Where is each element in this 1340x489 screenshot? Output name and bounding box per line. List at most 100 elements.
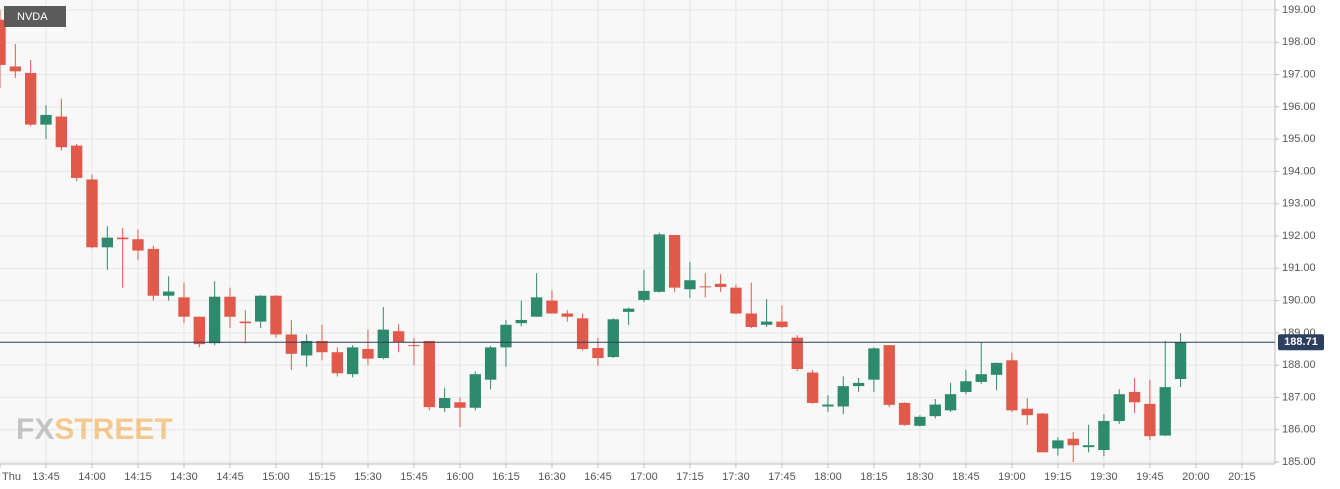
y-tick-label: 191.00: [1282, 262, 1316, 274]
candle-body: [9, 66, 22, 72]
candle-body: [1036, 413, 1049, 453]
candle-body: [1174, 342, 1187, 380]
candle-body: [714, 283, 727, 288]
watermark-street: STREET: [54, 413, 172, 446]
x-tick-label: 14:15: [124, 471, 152, 483]
candle-body: [561, 313, 573, 317]
y-tick-label: 187.00: [1282, 391, 1316, 403]
candle-body: [346, 347, 359, 375]
candle-body: [592, 348, 604, 359]
candle-body: [1098, 420, 1110, 451]
candle-body: [776, 321, 788, 328]
y-tick-label: 186.00: [1282, 424, 1316, 436]
candle-body: [377, 329, 389, 359]
last-price-label: 188.71: [1284, 336, 1318, 348]
candle-body: [668, 235, 681, 288]
candle-body: [1082, 445, 1095, 448]
x-tick-label: 17:30: [722, 471, 750, 483]
x-tick-label: 16:15: [492, 471, 520, 483]
x-tick-label: 20:15: [1228, 471, 1256, 483]
x-tick-label: Thu: [2, 471, 21, 483]
y-tick-label: 198.00: [1282, 36, 1316, 48]
y-tick-label: 185.00: [1282, 456, 1316, 468]
candle-body: [316, 340, 328, 353]
candle-body: [622, 308, 635, 312]
x-tick-label: 18:45: [952, 471, 980, 483]
candle-body: [469, 374, 481, 408]
candle-body: [40, 114, 52, 125]
candle-body: [730, 287, 742, 314]
candle-body: [975, 374, 987, 382]
candle-body: [224, 296, 236, 317]
candle-body: [484, 347, 497, 380]
candle-body: [929, 404, 941, 417]
watermark-fx: FX: [16, 413, 54, 446]
candle-body: [576, 318, 589, 349]
x-tick-label: 14:45: [216, 471, 244, 483]
candle-body: [806, 372, 819, 403]
candle-body: [745, 313, 757, 328]
y-tick-label: 195.00: [1282, 133, 1316, 145]
y-tick-label: 194.00: [1282, 165, 1316, 177]
candle-body: [55, 116, 68, 148]
candle-body: [1052, 440, 1064, 449]
candle-body: [960, 381, 972, 392]
x-tick-label: 19:45: [1136, 471, 1164, 483]
candle-body: [70, 145, 83, 178]
x-tick-label: 17:15: [676, 471, 704, 483]
candle-body: [239, 321, 251, 324]
candles: [0, 10, 1187, 462]
candle-body: [822, 404, 834, 407]
x-tick-label: 16:45: [584, 471, 612, 483]
x-tick-label: 15:00: [262, 471, 290, 483]
candle-body: [684, 280, 696, 290]
x-tick-label: 19:30: [1090, 471, 1118, 483]
x-tick-label: 16:30: [538, 471, 566, 483]
candle-body: [837, 386, 849, 407]
symbol-badge: [4, 6, 66, 27]
candle-body: [607, 319, 619, 358]
candle-body: [760, 321, 773, 325]
candle-body: [24, 72, 37, 125]
candle-body: [331, 352, 343, 374]
y-tick-label: 199.00: [1282, 4, 1316, 16]
candle-body: [944, 394, 957, 411]
y-tick-label: 192.00: [1282, 230, 1316, 242]
x-tick-label: 15:15: [308, 471, 336, 483]
x-tick-label: 17:00: [630, 471, 658, 483]
candle-body: [1113, 394, 1125, 421]
x-tick-label: 19:00: [998, 471, 1026, 483]
candle-body: [1006, 360, 1018, 411]
x-tick-label: 17:45: [768, 471, 796, 483]
candle-body: [500, 324, 512, 348]
y-tick-label: 196.00: [1282, 101, 1316, 113]
watermark: FXSTREET: [16, 413, 173, 446]
x-tick-label: 18:00: [814, 471, 842, 483]
candle-body: [852, 382, 865, 387]
candle-body: [285, 334, 297, 354]
candle-body: [132, 239, 144, 251]
candle-body: [101, 237, 113, 248]
candle-body: [914, 416, 926, 426]
candle-body: [1067, 438, 1079, 446]
candle-body: [653, 234, 665, 292]
x-tick-label: 14:30: [170, 471, 198, 483]
candle-body: [454, 402, 466, 408]
plot-area: [0, 0, 1275, 464]
y-tick-label: 197.00: [1282, 68, 1316, 80]
candle-body: [868, 348, 880, 380]
candle-body: [546, 300, 558, 314]
candle-body: [1021, 408, 1033, 416]
candle-body: [438, 398, 451, 409]
x-tick-label: 20:00: [1182, 471, 1210, 483]
candle-body: [86, 179, 98, 248]
x-tick-label: 13:45: [32, 471, 60, 483]
candle-body: [990, 362, 1003, 375]
candle-body: [116, 237, 129, 240]
candle-body: [0, 19, 6, 65]
candle-body: [1159, 387, 1171, 436]
candle-body: [699, 286, 711, 288]
candle-body: [423, 340, 435, 408]
candle-body: [515, 319, 527, 324]
